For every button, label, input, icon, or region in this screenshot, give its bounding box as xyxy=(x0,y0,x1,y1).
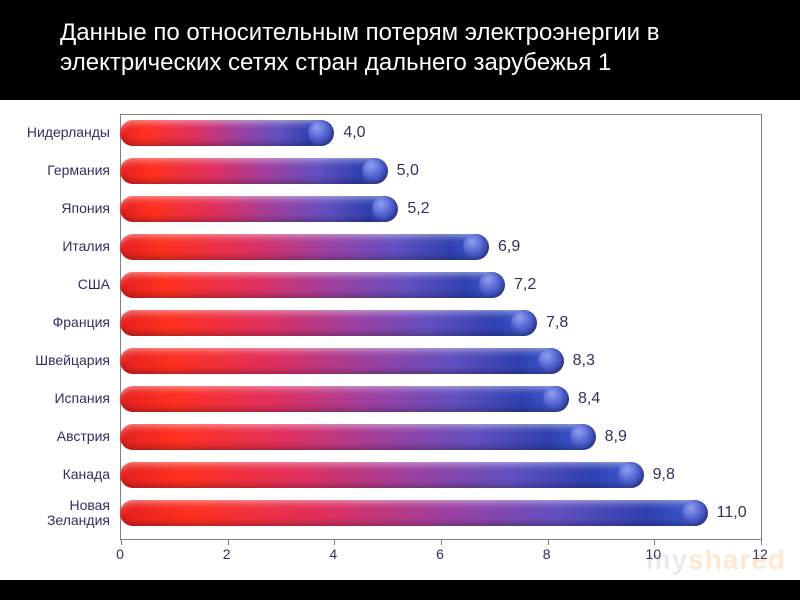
x-tick xyxy=(334,539,335,545)
y-category-label: Франция xyxy=(0,315,110,330)
bar-endcap xyxy=(570,424,596,450)
x-tick xyxy=(654,539,655,545)
y-category-label: Австрия xyxy=(0,429,110,444)
x-tick xyxy=(441,539,442,545)
bar xyxy=(120,348,563,374)
x-tick-label: 12 xyxy=(752,546,768,562)
y-category-label: Германия xyxy=(0,163,110,178)
bar-value-label: 8,9 xyxy=(605,428,627,446)
y-category-label: Япония xyxy=(0,201,110,216)
bar-value-label: 7,8 xyxy=(546,314,568,332)
bar xyxy=(120,462,643,488)
bar-value-label: 7,2 xyxy=(514,276,536,294)
bar xyxy=(120,310,536,336)
bar-endcap xyxy=(463,234,489,260)
bar xyxy=(120,424,595,450)
bar-endcap xyxy=(538,348,564,374)
bar xyxy=(120,120,333,146)
x-tick-label: 0 xyxy=(116,546,124,562)
y-category-label: Канада xyxy=(0,467,110,482)
x-tick-label: 2 xyxy=(223,546,231,562)
bar-value-label: 8,4 xyxy=(578,390,600,408)
x-tick-label: 10 xyxy=(646,546,662,562)
x-tick xyxy=(121,539,122,545)
bar-value-label: 8,3 xyxy=(573,352,595,370)
y-category-label: Швейцария xyxy=(0,353,110,368)
y-category-label: Нидерланды xyxy=(0,125,110,140)
bar xyxy=(120,196,397,222)
y-category-label: Испания xyxy=(0,391,110,406)
bar xyxy=(120,234,488,260)
chart-plot-area: 0 2 4 6 8 10 12 Нидерланды 4,0 Германия 5,0 Япония 5… xyxy=(0,100,800,580)
slide-title: Данные по относительным потерям электроэ… xyxy=(0,0,800,86)
chart-panel: 0 2 4 6 8 10 12 Нидерланды 4,0 Германия 5,0 Япония 5… xyxy=(0,100,800,580)
bar-value-label: 6,9 xyxy=(498,238,520,256)
bar-endcap xyxy=(511,310,537,336)
bar xyxy=(120,386,568,412)
bar-value-label: 9,8 xyxy=(653,466,675,484)
x-tick-label: 6 xyxy=(436,546,444,562)
bar-value-label: 5,0 xyxy=(397,162,419,180)
x-tick xyxy=(548,539,549,545)
bar-endcap xyxy=(618,462,644,488)
y-category-label: США xyxy=(0,277,110,292)
bar xyxy=(120,158,387,184)
bar xyxy=(120,500,707,526)
y-category-label: Италия xyxy=(0,239,110,254)
bar-value-label: 11,0 xyxy=(717,504,747,522)
x-tick xyxy=(228,539,229,545)
x-tick-label: 8 xyxy=(543,546,551,562)
bar-value-label: 4,0 xyxy=(343,124,365,142)
bar-endcap xyxy=(362,158,388,184)
bar-endcap xyxy=(543,386,569,412)
bar-value-label: 5,2 xyxy=(407,200,429,218)
x-tick xyxy=(761,539,762,545)
bar xyxy=(120,272,504,298)
bar-endcap xyxy=(479,272,505,298)
x-tick-label: 4 xyxy=(329,546,337,562)
bar-endcap xyxy=(682,500,708,526)
y-category-label: НоваяЗеландия xyxy=(0,498,110,529)
slide: Данные по относительным потерям электроэ… xyxy=(0,0,800,600)
